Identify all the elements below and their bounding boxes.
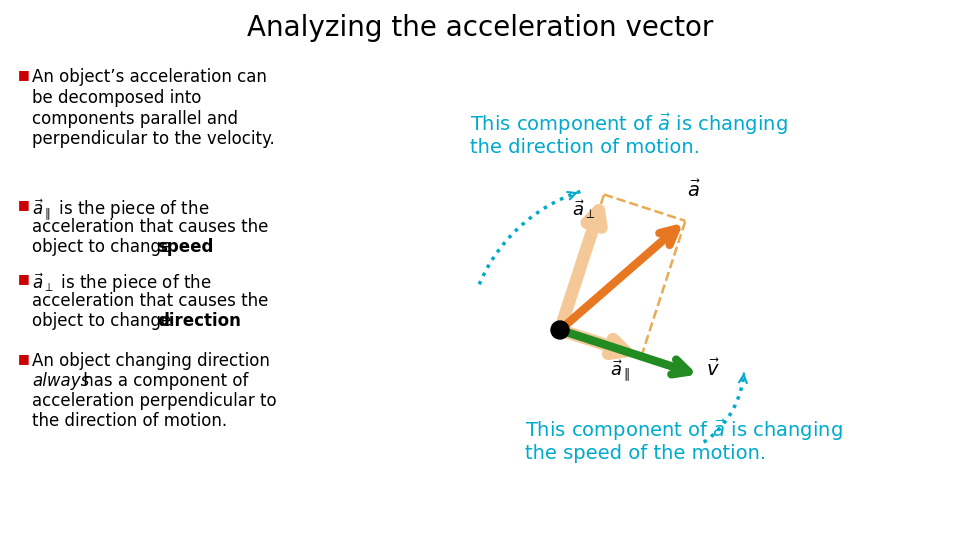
Text: An object changing direction: An object changing direction — [32, 352, 270, 370]
Text: always: always — [32, 372, 89, 390]
Text: the speed of the motion.: the speed of the motion. — [525, 444, 766, 463]
Text: acceleration perpendicular to: acceleration perpendicular to — [32, 392, 276, 410]
Text: $\vec{a}$: $\vec{a}$ — [687, 180, 701, 201]
Text: This component of $\vec{a}$ is changing: This component of $\vec{a}$ is changing — [525, 418, 843, 443]
Text: This component of $\vec{a}$ is changing: This component of $\vec{a}$ is changing — [470, 112, 787, 137]
Text: object to change: object to change — [32, 312, 177, 330]
Text: object to change: object to change — [32, 238, 177, 256]
Text: the direction of motion.: the direction of motion. — [470, 138, 700, 157]
Text: An object’s acceleration can
be decomposed into
components parallel and
perpendi: An object’s acceleration can be decompos… — [32, 68, 275, 148]
Text: $\vec{a}_{\parallel}$: $\vec{a}_{\parallel}$ — [610, 359, 630, 384]
Text: acceleration that causes the: acceleration that causes the — [32, 218, 269, 236]
Text: $\vec{v}$: $\vec{v}$ — [706, 359, 720, 380]
Text: ■: ■ — [18, 352, 30, 365]
Text: direction: direction — [157, 312, 241, 330]
Text: $\vec{a}_{\parallel}$ is the piece of the: $\vec{a}_{\parallel}$ is the piece of th… — [32, 198, 209, 224]
Text: Analyzing the acceleration vector: Analyzing the acceleration vector — [247, 14, 713, 42]
Circle shape — [551, 321, 569, 339]
Text: ■: ■ — [18, 198, 30, 211]
Text: acceleration that causes the: acceleration that causes the — [32, 292, 269, 310]
Text: $\vec{a}_{\perp}$: $\vec{a}_{\perp}$ — [572, 199, 596, 221]
Text: speed: speed — [157, 238, 213, 256]
Text: has a component of: has a component of — [78, 372, 249, 390]
Text: ■: ■ — [18, 68, 30, 81]
Text: $\vec{a}_{\perp}$ is the piece of the: $\vec{a}_{\perp}$ is the piece of the — [32, 272, 211, 295]
Text: ■: ■ — [18, 272, 30, 285]
Text: the direction of motion.: the direction of motion. — [32, 412, 228, 430]
